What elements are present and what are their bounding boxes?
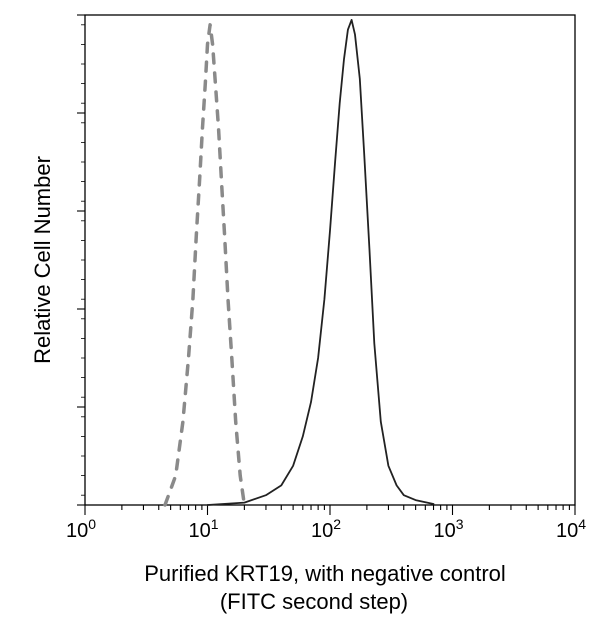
negative-control-curve — [163, 23, 247, 507]
x-axis-title-line-1: Purified KRT19, with negative control — [144, 561, 506, 586]
x-axis-title-line-2: (FITC second step) — [220, 589, 408, 614]
y-axis-title: Relative Cell Number — [30, 156, 55, 364]
series-layer — [163, 18, 435, 507]
x-tick-label: 102 — [311, 516, 341, 542]
x-axis-ticks — [84, 505, 576, 515]
x-tick-label: 104 — [556, 516, 586, 542]
x-tick-label: 101 — [188, 516, 218, 542]
plot-frame — [84, 14, 576, 506]
x-tick-label: 100 — [66, 516, 96, 542]
krt19-curve — [206, 18, 435, 506]
x-tick-label: 103 — [433, 516, 463, 542]
x-axis-tick-labels: 100 101 102 103 104 — [66, 516, 586, 542]
y-axis-ticks — [77, 14, 85, 506]
